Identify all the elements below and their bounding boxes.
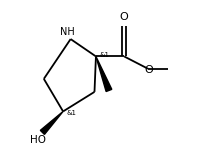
Text: O: O [144,65,153,75]
Text: &1: &1 [100,52,109,58]
Text: O: O [120,12,128,22]
Text: HO: HO [31,135,46,145]
Text: &1: &1 [67,110,77,116]
Polygon shape [96,56,112,92]
Polygon shape [40,111,63,134]
Text: NH: NH [60,27,75,37]
